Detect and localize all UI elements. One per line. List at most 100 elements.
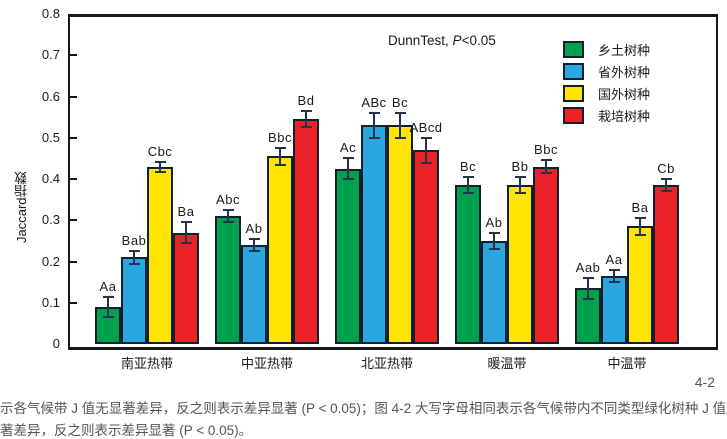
caption-line-2: 著差异，反之则表示差异显著 (P < 0.05)。	[0, 423, 253, 438]
legend-item-cultivated: 栽培树种	[563, 104, 650, 126]
error-bar	[587, 278, 589, 299]
y-tick-mark	[70, 54, 77, 57]
error-bar-cap-bottom	[180, 241, 192, 244]
significance-label: Ba	[177, 204, 195, 220]
x-axis-label: 北亚热带	[360, 356, 413, 371]
error-bar	[425, 137, 427, 163]
y-tick-mark	[70, 178, 77, 180]
legend: 乡土树种 省外树种 国外树种 栽培树种	[563, 38, 650, 126]
error-bar	[279, 148, 281, 165]
error-bar	[159, 161, 161, 172]
significance-label: Ab	[245, 220, 263, 236]
bar-国外树种-中亚热带	[267, 156, 293, 344]
error-bar-cap-bottom	[462, 192, 474, 195]
y-tick-mark	[70, 301, 77, 304]
error-bar-cap-top	[274, 147, 286, 150]
y-tick-label: 0.7	[41, 47, 60, 63]
error-bar	[253, 238, 255, 252]
error-bar	[639, 218, 641, 235]
error-bar-cap-top	[462, 175, 474, 178]
y-tick-mark	[70, 136, 77, 139]
error-bar-cap-top	[634, 217, 646, 220]
error-bar	[107, 296, 109, 318]
bar-国外树种-暖温带	[507, 185, 533, 344]
y-tick-label: 0.4	[41, 171, 60, 186]
significance-label: Ab	[485, 214, 503, 230]
significance-label: Bc	[459, 158, 477, 174]
bar-乡土树种-北亚热带	[335, 168, 361, 344]
bar-省外树种-中亚热带	[241, 245, 267, 344]
bar-国外树种-北亚热带	[387, 125, 413, 344]
significance-label: Ac	[339, 140, 357, 156]
significance-label: Aab	[575, 260, 601, 275]
bar-栽培树种-南亚热带	[173, 232, 199, 344]
error-bar-cap-bottom	[368, 136, 380, 139]
error-bar-cap-bottom	[420, 161, 432, 164]
caption-line-1: 示各气候带 J 值无显著差异，反之则表示差异显著 (P < 0.05)；图 4-…	[0, 401, 727, 416]
error-bar-cap-bottom	[608, 281, 620, 284]
significance-label: Aa	[605, 251, 623, 267]
error-bar-cap-bottom	[660, 190, 672, 193]
legend-label: 乡土树种	[598, 42, 651, 58]
y-tick-label: 0.1	[41, 294, 60, 310]
error-bar-cap-bottom	[248, 250, 260, 253]
legend-label: 栽培树种	[598, 108, 651, 124]
legend-swatch-red	[563, 106, 584, 124]
error-bar-cap-bottom	[300, 126, 312, 129]
significance-label: Cbc	[147, 143, 173, 159]
bar-栽培树种-暖温带	[533, 166, 559, 344]
error-bar-cap-bottom	[394, 136, 406, 139]
significance-label: Bab	[121, 233, 147, 249]
x-axis-label: 中温带	[607, 356, 647, 371]
legend-item-out-of-province: 省外树种	[563, 60, 650, 82]
significance-label: Bbc	[268, 130, 292, 146]
error-bar-cap-bottom	[488, 248, 500, 251]
error-bar-cap-bottom	[634, 233, 646, 236]
legend-label: 国外树种	[598, 86, 651, 102]
bar-省外树种-北亚热带	[361, 125, 387, 344]
error-bar-cap-bottom	[274, 163, 286, 166]
y-tick-mark	[70, 219, 77, 222]
error-bar-cap-top	[514, 175, 526, 178]
error-bar-cap-bottom	[540, 171, 552, 174]
bar-乡土树种-暖温带	[455, 185, 481, 344]
bar-栽培树种-北亚热带	[413, 150, 439, 344]
significance-label: Abc	[216, 191, 240, 207]
error-bar-cap-top	[222, 208, 234, 211]
error-bar-cap-top	[102, 295, 114, 298]
error-bar-cap-bottom	[342, 178, 354, 180]
bar-国外树种-南亚热带	[147, 166, 173, 344]
error-bar	[133, 251, 135, 264]
error-bar	[227, 209, 229, 223]
error-bar-cap-bottom	[222, 221, 234, 224]
significance-label: Bc	[391, 95, 409, 110]
legend-item-foreign: 国外树种	[563, 82, 650, 104]
y-tick-label: 0	[52, 336, 60, 351]
error-bar-cap-top	[342, 157, 354, 160]
error-bar-cap-bottom	[582, 297, 594, 300]
error-bar	[373, 113, 375, 138]
error-bar-cap-bottom	[514, 192, 526, 195]
y-tick-label: 0.2	[41, 253, 60, 269]
dunn-test-annotation: DunnTest, P<0.05	[388, 33, 496, 48]
x-axis-label: 南亚热带	[120, 356, 173, 371]
error-bar-cap-top	[582, 277, 594, 279]
significance-label: ABc	[361, 95, 387, 110]
legend-swatch-yellow	[563, 84, 584, 102]
error-bar-cap-top	[128, 250, 140, 253]
annotation-suffix: <0.05	[461, 33, 496, 48]
error-bar	[493, 232, 495, 250]
error-bar-cap-top	[488, 231, 500, 234]
y-tick-label: 0.3	[41, 212, 60, 228]
significance-label: Bd	[297, 92, 315, 108]
error-bar	[347, 158, 349, 179]
error-bar-cap-top	[300, 109, 312, 112]
bar-省外树种-南亚热带	[121, 257, 147, 344]
error-bar-cap-top	[660, 178, 672, 180]
legend-label: 省外树种	[598, 64, 651, 80]
error-bar-cap-bottom	[154, 170, 166, 173]
bar-省外树种-暖温带	[481, 240, 507, 344]
bar-栽培树种-中亚热带	[293, 119, 319, 344]
y-tick-mark	[70, 95, 77, 98]
